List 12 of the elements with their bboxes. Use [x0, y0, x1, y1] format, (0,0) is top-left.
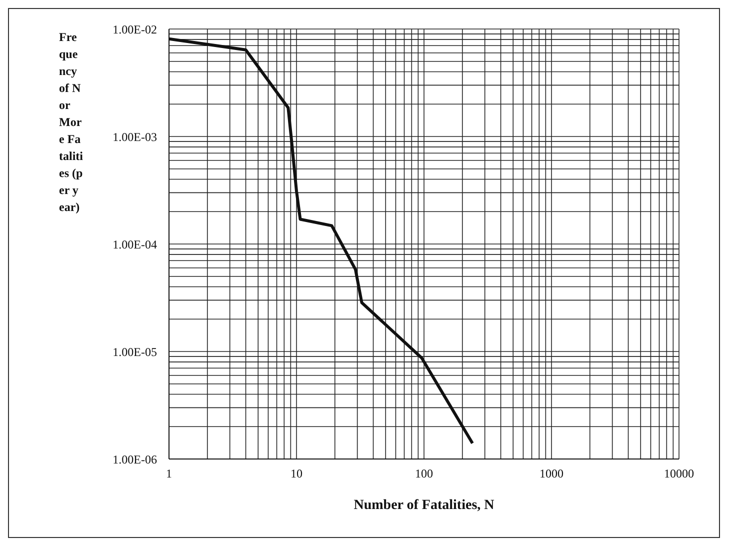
x-tick-label: 10000 [664, 466, 694, 481]
y-tick-label: 1.00E-05 [112, 344, 157, 359]
y-tick-label: 1.00E-06 [112, 452, 157, 466]
x-axis-title: Number of Fatalities, N [354, 498, 494, 513]
x-tick-label: 100 [415, 466, 433, 481]
y-tick-label: 1.00E-02 [112, 22, 157, 36]
x-tick-label: 1000 [540, 466, 564, 481]
text: Frequency of N or More Fatalities (per year) [59, 30, 83, 214]
x-tick-label: 1 [166, 466, 172, 481]
y-tick-label: 1.00E-03 [112, 130, 157, 144]
x-tick-label: 10 [290, 466, 302, 481]
y-tick-label: 1.00E-04 [112, 237, 157, 252]
